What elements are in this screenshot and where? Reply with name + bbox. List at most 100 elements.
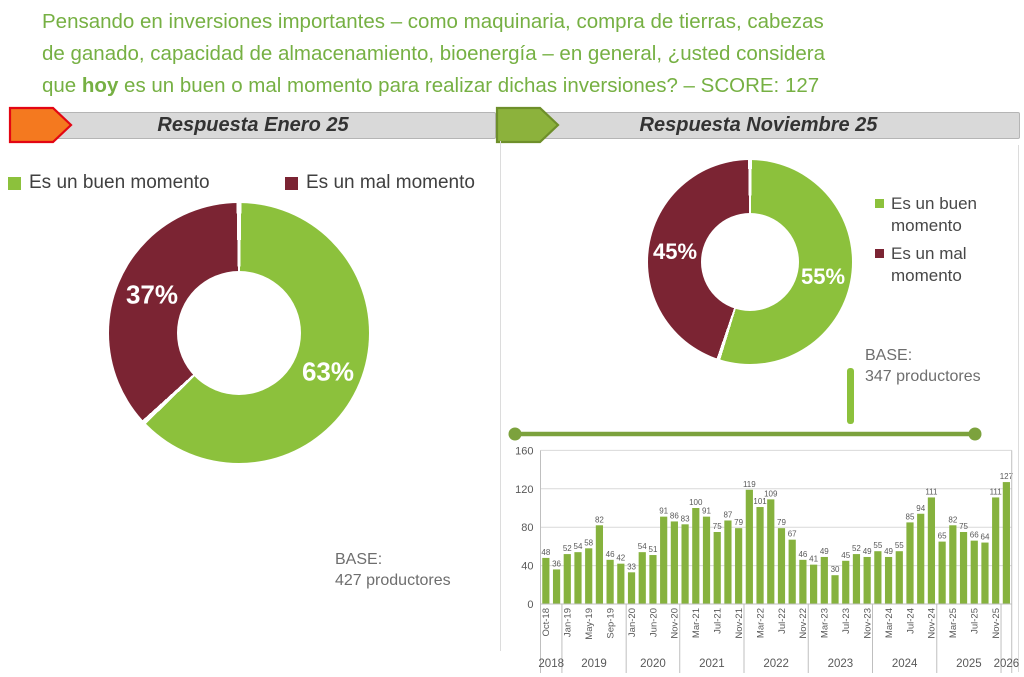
title-bold-word: hoy bbox=[81, 74, 119, 97]
legend-noviembre: Es un buen momento Es un mal momento bbox=[875, 193, 993, 293]
svg-text:49: 49 bbox=[884, 547, 893, 556]
svg-text:87: 87 bbox=[723, 510, 732, 519]
base-value-enero: 427 productores bbox=[335, 572, 451, 589]
green-accent-bar bbox=[847, 368, 854, 424]
svg-text:33: 33 bbox=[627, 562, 636, 571]
svg-text:2019: 2019 bbox=[581, 658, 607, 670]
svg-text:Jul-25: Jul-25 bbox=[970, 608, 981, 634]
svg-text:2022: 2022 bbox=[763, 658, 789, 670]
svg-text:2024: 2024 bbox=[892, 658, 918, 670]
legend-item-mal-enero: Es un mal momento bbox=[285, 172, 475, 194]
svg-text:85: 85 bbox=[906, 512, 915, 521]
right-frame-line bbox=[1018, 145, 1019, 672]
svg-text:Jul-21: Jul-21 bbox=[713, 608, 724, 634]
base-label-noviembre: BASE: bbox=[865, 347, 913, 364]
svg-text:52: 52 bbox=[852, 544, 861, 553]
base-enero: BASE: 427 productores bbox=[335, 549, 451, 591]
svg-text:65: 65 bbox=[938, 532, 947, 541]
svg-text:Mar-24: Mar-24 bbox=[884, 608, 895, 638]
pct-label-mal-enero: 37% bbox=[125, 279, 179, 310]
banner-label-noviembre: Respuesta Noviembre 25 bbox=[639, 114, 878, 136]
legend-item-mal-noviembre: Es un mal momento bbox=[875, 243, 993, 287]
svg-text:75: 75 bbox=[959, 522, 968, 531]
svg-text:83: 83 bbox=[681, 514, 690, 523]
legend-label-mal: Es un mal momento bbox=[306, 172, 475, 193]
svg-text:127: 127 bbox=[1000, 472, 1014, 481]
svg-text:Jul-24: Jul-24 bbox=[905, 608, 916, 634]
svg-text:Sep-19: Sep-19 bbox=[605, 608, 616, 639]
legend-label-mal: Es un mal momento bbox=[891, 244, 967, 285]
svg-text:51: 51 bbox=[649, 545, 658, 554]
svg-text:109: 109 bbox=[764, 489, 778, 498]
svg-text:54: 54 bbox=[574, 542, 583, 551]
svg-text:111: 111 bbox=[925, 487, 938, 496]
svg-text:75: 75 bbox=[713, 522, 722, 531]
svg-text:36: 36 bbox=[552, 559, 561, 568]
svg-text:86: 86 bbox=[670, 511, 679, 520]
svg-text:100: 100 bbox=[689, 498, 703, 507]
base-label-enero: BASE: bbox=[335, 551, 383, 568]
panel-divider-line bbox=[500, 141, 501, 651]
svg-text:Nov-21: Nov-21 bbox=[734, 608, 745, 639]
svg-text:Nov-22: Nov-22 bbox=[798, 608, 809, 639]
svg-text:120: 120 bbox=[515, 484, 533, 496]
svg-text:40: 40 bbox=[521, 561, 533, 573]
connector-dot-right-icon bbox=[968, 427, 982, 441]
donut-chart-enero: 37% 63% bbox=[109, 203, 369, 463]
svg-text:Jan-20: Jan-20 bbox=[627, 608, 638, 637]
svg-text:46: 46 bbox=[606, 550, 615, 559]
svg-text:Jul-22: Jul-22 bbox=[777, 608, 788, 634]
pct-label-buen-noviembre: 55% bbox=[800, 264, 846, 289]
svg-text:79: 79 bbox=[734, 518, 743, 527]
pct-label-buen-enero: 63% bbox=[301, 356, 355, 387]
banner-noviembre: Respuesta Noviembre 25 bbox=[495, 106, 1020, 144]
svg-text:Mar-22: Mar-22 bbox=[755, 608, 766, 638]
legend-label-buen: Es un buen momento bbox=[891, 194, 978, 235]
donut-hole bbox=[701, 213, 799, 311]
title-line-1: Pensando en inversiones importantes – co… bbox=[42, 10, 824, 33]
svg-text:Mar-23: Mar-23 bbox=[820, 608, 831, 638]
connector-dot-left-icon bbox=[508, 427, 522, 441]
legend-item-buen-enero: Es un buen momento bbox=[8, 172, 210, 194]
svg-text:2021: 2021 bbox=[699, 658, 725, 670]
svg-text:30: 30 bbox=[831, 565, 840, 574]
pct-label-mal-noviembre: 45% bbox=[652, 239, 698, 264]
svg-text:111: 111 bbox=[990, 487, 1003, 496]
svg-text:160: 160 bbox=[515, 445, 533, 457]
svg-text:67: 67 bbox=[788, 530, 797, 539]
svg-text:0: 0 bbox=[527, 599, 533, 611]
svg-text:Mar-25: Mar-25 bbox=[948, 608, 959, 638]
svg-text:May-19: May-19 bbox=[584, 608, 595, 640]
svg-text:52: 52 bbox=[563, 544, 572, 553]
legend-item-buen-noviembre: Es un buen momento bbox=[875, 193, 993, 237]
svg-text:79: 79 bbox=[777, 518, 786, 527]
svg-text:66: 66 bbox=[970, 531, 979, 540]
svg-text:119: 119 bbox=[743, 480, 756, 489]
svg-text:64: 64 bbox=[981, 533, 990, 542]
svg-text:Nov-23: Nov-23 bbox=[862, 608, 873, 639]
title-line-3-pre: que bbox=[42, 74, 82, 97]
svg-text:91: 91 bbox=[659, 507, 668, 516]
svg-text:Jan-19: Jan-19 bbox=[563, 608, 574, 637]
svg-text:94: 94 bbox=[916, 504, 925, 513]
banner-arrow-noviembre-icon bbox=[495, 106, 560, 144]
banner-arrow-enero-icon bbox=[8, 106, 73, 144]
svg-text:55: 55 bbox=[873, 541, 882, 550]
question-title: Pensando en inversiones importantes – co… bbox=[42, 6, 1007, 102]
svg-text:Oct-18: Oct-18 bbox=[541, 608, 552, 637]
svg-text:54: 54 bbox=[638, 542, 647, 551]
svg-text:Mar-21: Mar-21 bbox=[691, 608, 702, 638]
svg-text:Jul-23: Jul-23 bbox=[841, 608, 852, 634]
svg-text:41: 41 bbox=[809, 555, 818, 564]
svg-text:101: 101 bbox=[753, 497, 767, 506]
svg-text:46: 46 bbox=[798, 550, 807, 559]
svg-text:48: 48 bbox=[541, 548, 550, 557]
svg-text:91: 91 bbox=[702, 507, 711, 516]
legend-swatch-mal-icon bbox=[285, 176, 298, 190]
svg-text:45: 45 bbox=[841, 551, 850, 560]
svg-text:82: 82 bbox=[948, 515, 957, 524]
legend-swatch-mal-icon bbox=[875, 249, 884, 258]
base-value-noviembre: 347 productores bbox=[865, 368, 981, 385]
